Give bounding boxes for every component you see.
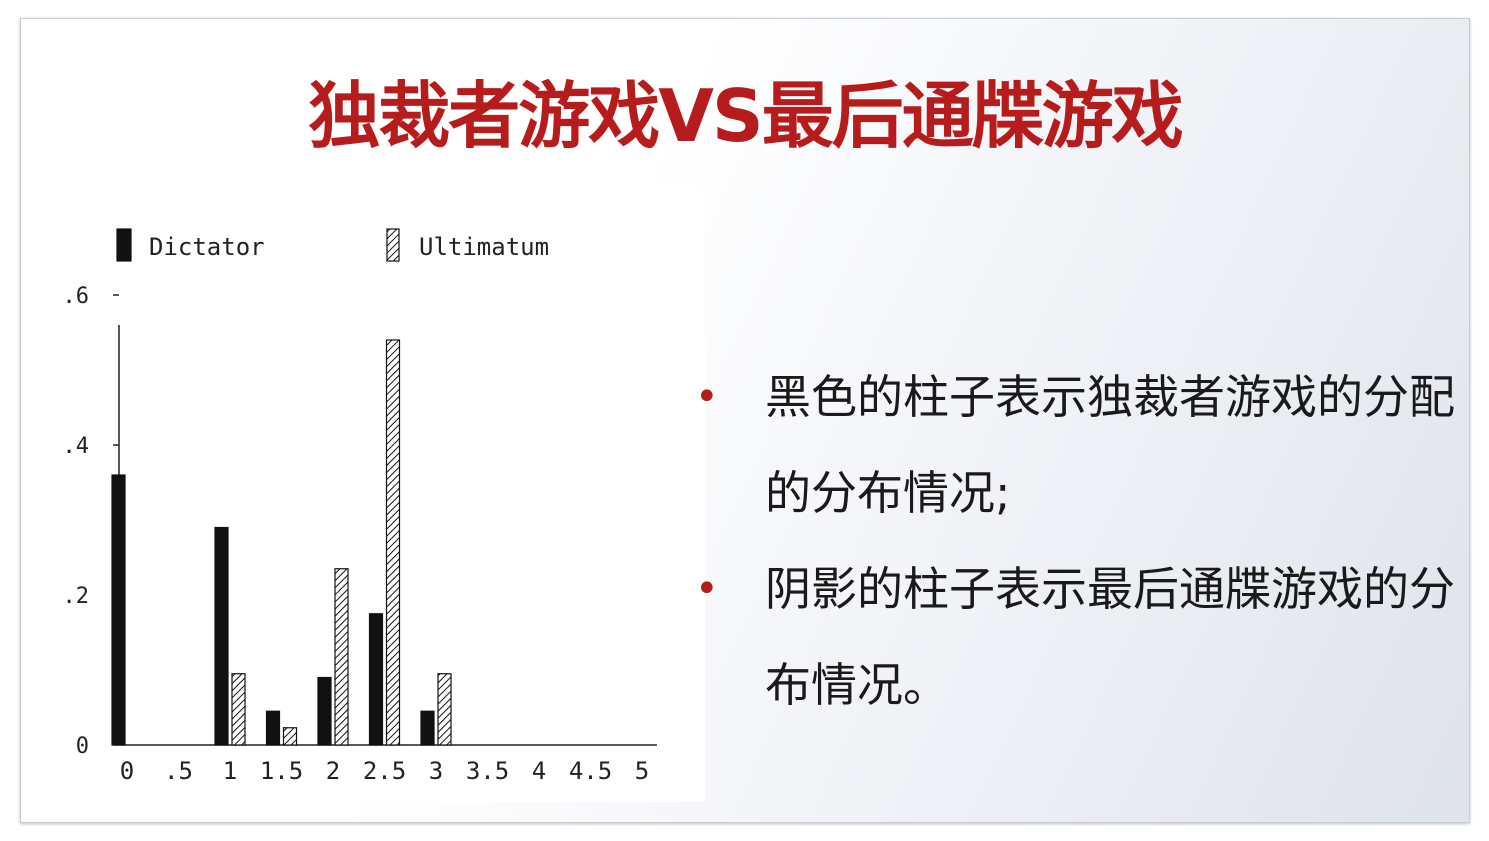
- x-tick-label: 1.5: [260, 757, 303, 785]
- bullet-dot-icon: •: [695, 374, 719, 420]
- dictator-bar: [368, 613, 384, 746]
- legend-dictator-swatch: [116, 228, 132, 262]
- bullet-item-ultimatum: • 阴影的柱子表示最后通牒游戏的分布情况。: [689, 541, 1459, 733]
- y-tick-label: .4: [63, 434, 90, 459]
- x-tick-label: 4: [532, 757, 546, 785]
- legend-label: Ultimatum: [419, 233, 549, 261]
- bullet-dot-icon: •: [695, 566, 719, 612]
- chart-panel: Dictator Ultimatum .6 .4 .2 0 0 .5 1 1.5 2 2.5 3 3.5…: [21, 187, 705, 802]
- x-tick-label: 2: [326, 757, 340, 785]
- x-tick-label: 3.5: [466, 757, 509, 785]
- dictator-bar: [111, 474, 126, 746]
- bullet-text: 阴影的柱子表示最后通牒游戏的分布情况。: [765, 562, 1455, 712]
- y-tick-label: .2: [63, 584, 90, 609]
- ultimatum-bar: [334, 568, 349, 746]
- bullet-item-dictator: • 黑色的柱子表示独裁者游戏的分配的分布情况;: [689, 349, 1459, 541]
- legend-ultimatum-swatch: [386, 228, 400, 262]
- dictator-bar: [317, 676, 332, 746]
- dictator-bar: [214, 526, 229, 746]
- ultimatum-bar: [282, 727, 298, 746]
- y-tick-label: 0: [76, 734, 89, 759]
- bullet-text: 黑色的柱子表示独裁者游戏的分配的分布情况;: [765, 370, 1455, 520]
- slide: 独裁者游戏VS最后通牒游戏 Dictator Ultimatum .6 .4 .2 0 0…: [20, 18, 1470, 823]
- x-tick-label: 2.5: [363, 757, 406, 785]
- x-tick-label: 0: [120, 757, 134, 785]
- legend-label: Dictator: [149, 233, 265, 261]
- bullet-list: • 黑色的柱子表示独裁者游戏的分配的分布情况; • 阴影的柱子表示最后通牒游戏的…: [689, 349, 1459, 733]
- ultimatum-bar: [231, 673, 246, 746]
- x-tick-label: 1: [223, 757, 237, 785]
- x-tick-label: 4.5: [569, 757, 612, 785]
- ultimatum-bar: [437, 673, 452, 746]
- slide-title: 独裁者游戏VS最后通牒游戏: [308, 74, 1184, 158]
- dictator-bar: [420, 710, 435, 746]
- bar-chart: Dictator Ultimatum .6 .4 .2 0 0 .5 1 1.5 2 2.5 3 3.5…: [63, 228, 657, 785]
- dictator-bar: [265, 710, 281, 746]
- x-tick-label: 3: [429, 757, 443, 785]
- x-tick-label: 5: [635, 757, 649, 785]
- ultimatum-bar: [385, 339, 401, 746]
- y-tick-label: .6: [63, 284, 90, 309]
- x-tick-label: .5: [164, 757, 193, 785]
